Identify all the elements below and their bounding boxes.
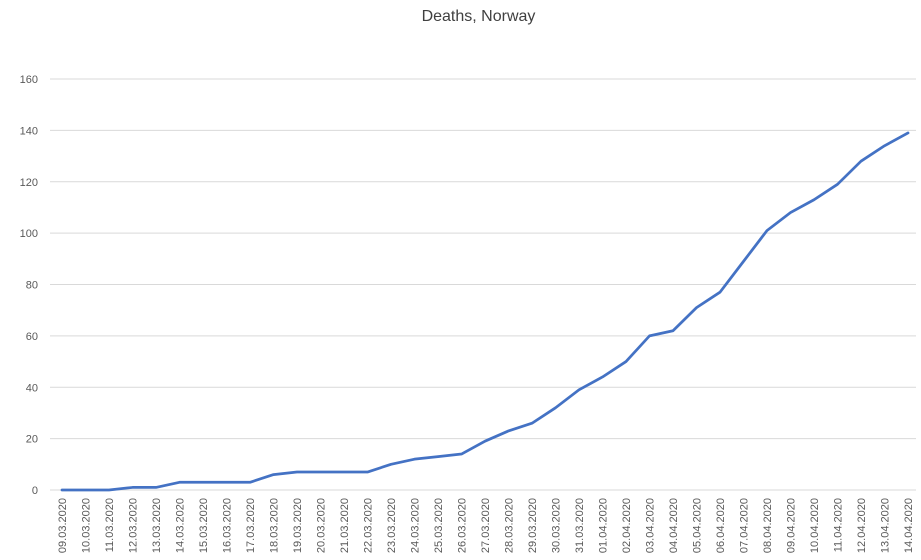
data-point: [131, 485, 135, 489]
data-point: [765, 229, 769, 233]
data-point: [84, 488, 88, 492]
x-tick-label: 12.04.2020: [856, 498, 868, 553]
x-tick-label: 21.03.2020: [339, 498, 351, 553]
x-tick-label: 23.03.2020: [386, 498, 398, 553]
chart-title: Deaths, Norway: [421, 8, 536, 25]
x-tick-label: 04.04.2020: [668, 498, 680, 553]
data-point: [201, 480, 205, 484]
data-point: [272, 473, 276, 477]
data-point: [60, 488, 64, 492]
x-tick-label: 22.03.2020: [363, 498, 375, 553]
data-point: [483, 439, 487, 443]
x-tick-label: 02.04.2020: [621, 498, 633, 553]
x-tick-label: 28.03.2020: [504, 498, 516, 553]
x-tick-label: 31.03.2020: [574, 498, 586, 553]
x-tick-label: 17.03.2020: [245, 498, 257, 553]
y-tick-label: 0: [32, 485, 38, 497]
data-point: [554, 406, 558, 410]
x-tick-label: 14.03.2020: [175, 498, 187, 553]
y-tick-label: 120: [20, 177, 38, 189]
data-point: [530, 421, 534, 425]
x-tick-label: 03.04.2020: [645, 498, 657, 553]
data-point: [342, 470, 346, 474]
y-axis-ticks: 0 20 40 60 80 100 120 140 160: [20, 74, 38, 497]
data-point: [366, 470, 370, 474]
x-tick-label: 25.03.2020: [433, 498, 445, 553]
x-tick-label: 20.03.2020: [316, 498, 328, 553]
y-tick-label: 60: [26, 331, 38, 343]
data-point: [107, 488, 111, 492]
y-tick-label: 20: [26, 434, 38, 446]
x-tick-label: 16.03.2020: [222, 498, 234, 553]
data-point: [695, 306, 699, 310]
data-point: [507, 429, 511, 433]
y-tick-label: 140: [20, 125, 38, 137]
x-tick-label: 01.04.2020: [598, 498, 610, 553]
data-point: [225, 480, 229, 484]
x-tick-label: 10.04.2020: [809, 498, 821, 553]
x-tick-label: 30.03.2020: [551, 498, 563, 553]
y-tick-label: 80: [26, 280, 38, 292]
data-point: [601, 375, 605, 379]
x-tick-label: 05.04.2020: [692, 498, 704, 553]
data-point: [812, 198, 816, 202]
data-point: [624, 360, 628, 364]
x-tick-label: 18.03.2020: [269, 498, 281, 553]
data-point: [906, 131, 910, 135]
y-tick-label: 100: [20, 228, 38, 240]
data-point: [742, 259, 746, 263]
data-point: [248, 480, 252, 484]
x-tick-label: 19.03.2020: [292, 498, 304, 553]
data-point: [178, 480, 182, 484]
y-tick-label: 160: [20, 74, 38, 86]
x-tick-label: 11.03.2020: [104, 498, 116, 552]
data-point: [460, 452, 464, 456]
data-point: [319, 470, 323, 474]
x-tick-label: 14.04.2020: [903, 498, 915, 553]
x-tick-label: 27.03.2020: [480, 498, 492, 553]
x-tick-label: 24.03.2020: [410, 498, 422, 553]
series-layer: [60, 131, 910, 492]
x-tick-label: 13.03.2020: [151, 498, 163, 553]
x-tick-label: 06.04.2020: [715, 498, 727, 553]
data-point: [295, 470, 299, 474]
x-tick-label: 29.03.2020: [527, 498, 539, 553]
data-point: [413, 457, 417, 461]
x-tick-label: 26.03.2020: [457, 498, 469, 553]
series-line: [60, 131, 910, 492]
data-point: [859, 159, 863, 163]
data-point: [648, 334, 652, 338]
x-tick-label: 07.04.2020: [739, 498, 751, 553]
x-tick-label: 09.04.2020: [786, 498, 798, 553]
data-point: [883, 144, 887, 148]
data-point: [718, 290, 722, 294]
data-point: [671, 329, 675, 333]
x-tick-label: 08.04.2020: [762, 498, 774, 553]
gridlines: [50, 78, 916, 491]
data-point: [436, 455, 440, 459]
x-tick-label: 10.03.2020: [81, 498, 93, 553]
data-point: [836, 182, 840, 186]
x-tick-label: 11.04.2020: [833, 498, 845, 552]
data-point: [577, 388, 581, 392]
data-point: [154, 485, 158, 489]
x-tick-label: 12.03.2020: [128, 498, 140, 553]
data-point: [389, 462, 393, 466]
x-tick-label: 13.04.2020: [880, 498, 892, 553]
data-point: [789, 211, 793, 215]
x-tick-label: 15.03.2020: [198, 498, 210, 553]
y-tick-label: 40: [26, 382, 38, 394]
x-axis-ticks: 09.03.2020 10.03.2020 11.03.2020 12.03.2020…: [57, 498, 915, 553]
x-tick-label: 09.03.2020: [57, 498, 69, 553]
